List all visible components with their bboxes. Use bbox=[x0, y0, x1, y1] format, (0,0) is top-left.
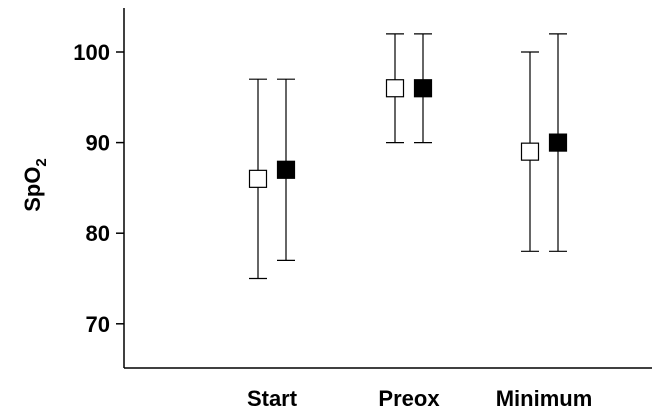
y-tick-label: 80 bbox=[86, 221, 110, 246]
x-tick-label: Start bbox=[247, 386, 298, 411]
filled-square-marker bbox=[413, 79, 433, 98]
open-square-marker bbox=[520, 142, 540, 161]
open-square-marker bbox=[385, 79, 405, 98]
filled-square-marker bbox=[276, 160, 296, 179]
y-tick-label: 100 bbox=[73, 40, 110, 65]
y-axis-label: SpO2 bbox=[20, 158, 50, 212]
y-axis-label-subscript: 2 bbox=[33, 158, 50, 166]
y-tick-label: 90 bbox=[86, 131, 110, 156]
y-ticks: 70 80 90 100 bbox=[73, 40, 124, 337]
x-tick-label: Minimum bbox=[496, 386, 593, 411]
x-tick-label: Preox bbox=[378, 386, 440, 411]
axes bbox=[123, 8, 652, 369]
y-tick-label: 70 bbox=[86, 312, 110, 337]
open-square-marker bbox=[248, 169, 268, 188]
series-group bbox=[248, 33, 568, 280]
x-tick-labels: Start Preox Minimum bbox=[247, 386, 592, 411]
y-axis-label-main: SpO bbox=[20, 167, 45, 212]
filled-square-marker bbox=[548, 133, 568, 152]
